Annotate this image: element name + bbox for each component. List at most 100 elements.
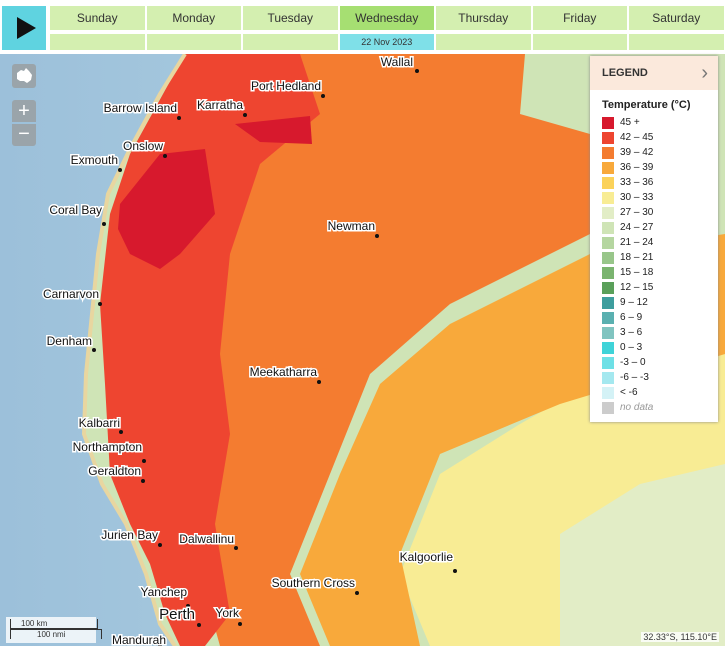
legend-item: 21 – 24 bbox=[590, 235, 718, 250]
town-label: Meekatharra bbox=[250, 365, 318, 379]
day-subtab: 22 Nov 2023 bbox=[339, 34, 434, 50]
day-subtab bbox=[532, 34, 627, 50]
legend-items: 45 + 42 – 45 39 – 42 36 – 39 33 – 36 30 – 33 2… bbox=[590, 115, 718, 415]
town-label: Kalbarri bbox=[79, 416, 120, 430]
legend-item: 18 – 21 bbox=[590, 250, 718, 265]
day-subtab bbox=[50, 34, 145, 50]
town-label: Jurien Bay bbox=[101, 528, 158, 542]
chevron: › bbox=[701, 62, 708, 84]
town-label: Denham bbox=[47, 334, 92, 348]
town-label: Carnarvon bbox=[43, 287, 99, 301]
legend-header-text: LEGEND bbox=[602, 67, 648, 79]
legend-item: 36 – 39 bbox=[590, 160, 718, 175]
town-label: Wallal bbox=[381, 55, 413, 69]
temperature-zone-45-plus bbox=[235, 116, 312, 144]
town-dot bbox=[119, 430, 123, 434]
legend-item: -6 – -3 bbox=[590, 370, 718, 385]
day-tab[interactable]: Sunday bbox=[50, 6, 145, 30]
legend-swatch bbox=[602, 386, 614, 399]
legend-label: 36 – 39 bbox=[620, 162, 654, 173]
town-label: Southern Cross bbox=[272, 576, 355, 590]
legend-item: no data bbox=[590, 400, 718, 415]
legend-swatch bbox=[602, 191, 614, 204]
legend-swatch bbox=[602, 221, 614, 234]
legend-item: 15 – 18 bbox=[590, 265, 718, 280]
legend-item: 33 – 36 bbox=[590, 175, 718, 190]
day-subtab bbox=[629, 34, 724, 50]
australia-icon bbox=[17, 68, 32, 83]
town-label: Newman bbox=[328, 219, 375, 233]
legend-item: 42 – 45 bbox=[590, 130, 718, 145]
town-dot bbox=[234, 546, 238, 550]
home-button[interactable] bbox=[12, 64, 36, 88]
town-label: Port Hedland bbox=[251, 79, 321, 93]
legend-swatch bbox=[602, 251, 614, 264]
day-tab[interactable]: Thursday bbox=[436, 6, 531, 30]
legend-panel: LEGEND › Temperature (°C) 45 + 42 – 45 39 –… bbox=[590, 56, 718, 422]
town-label: Kalgoorlie bbox=[400, 550, 454, 564]
scale-bar: 100 km 100 nmi bbox=[6, 617, 102, 643]
town-dot bbox=[158, 543, 162, 547]
town-dot bbox=[141, 479, 145, 483]
play-icon bbox=[17, 17, 36, 39]
legend-swatch bbox=[602, 311, 614, 324]
legend-label: 0 – 3 bbox=[620, 342, 643, 353]
town-label: Geraldton bbox=[88, 464, 141, 478]
legend-item: 24 – 27 bbox=[590, 220, 718, 235]
temperature-zone-39-42 bbox=[150, 54, 590, 646]
zoom-out[interactable]: − bbox=[12, 124, 36, 146]
day-subtab bbox=[436, 34, 531, 50]
day-tab[interactable]: Friday bbox=[532, 6, 627, 30]
town-dot bbox=[142, 459, 146, 463]
legend-label: 6 – 9 bbox=[620, 312, 643, 323]
legend-header[interactable]: LEGEND › bbox=[590, 56, 718, 90]
town-label: Perth bbox=[159, 606, 195, 623]
day-tab[interactable]: Monday bbox=[146, 6, 241, 30]
town-dot bbox=[197, 623, 201, 627]
legend-label: 21 – 24 bbox=[620, 237, 654, 248]
town-dot bbox=[321, 94, 325, 98]
legend-label: 42 – 45 bbox=[620, 132, 654, 143]
legend-item: 6 – 9 bbox=[590, 310, 718, 325]
legend-item: -3 – 0 bbox=[590, 355, 718, 370]
scale-km: 100 km bbox=[10, 619, 98, 629]
day-tab[interactable]: Tuesday bbox=[243, 6, 338, 30]
legend-item: 30 – 33 bbox=[590, 190, 718, 205]
legend-swatch bbox=[602, 146, 614, 159]
day-subtab bbox=[243, 34, 338, 50]
zoom-in[interactable]: + bbox=[12, 100, 36, 122]
legend-swatch bbox=[602, 356, 614, 369]
legend-swatch bbox=[602, 176, 614, 189]
legend-item: 0 – 3 bbox=[590, 340, 718, 355]
legend-label: 18 – 21 bbox=[620, 252, 654, 263]
town-dot bbox=[177, 116, 181, 120]
legend-swatch bbox=[602, 341, 614, 354]
town-dot bbox=[375, 234, 379, 238]
legend-swatch bbox=[602, 401, 614, 414]
play-button[interactable] bbox=[2, 6, 46, 50]
day-subtab bbox=[146, 34, 241, 50]
legend-swatch bbox=[602, 371, 614, 384]
town-dot bbox=[317, 380, 321, 384]
legend-label: 39 – 42 bbox=[620, 147, 654, 158]
temperature-zone-27-30 bbox=[560, 464, 725, 646]
town-dot bbox=[118, 168, 122, 172]
coordinates: 32.33°S, 115.10°E bbox=[641, 632, 719, 642]
day-tab[interactable]: Wednesday bbox=[339, 6, 434, 30]
day-tab[interactable]: Saturday bbox=[629, 6, 724, 30]
town-label: Dalwallinu bbox=[179, 532, 234, 546]
town-dot bbox=[415, 69, 419, 73]
legend-label: 30 – 33 bbox=[620, 192, 654, 203]
town-dot bbox=[243, 113, 247, 117]
legend-title: Temperature (°C) bbox=[602, 99, 691, 111]
legend-item: 39 – 42 bbox=[590, 145, 718, 160]
legend-label: < -6 bbox=[620, 387, 638, 398]
legend-item: 3 – 6 bbox=[590, 325, 718, 340]
town-dot bbox=[102, 222, 106, 226]
legend-swatch bbox=[602, 206, 614, 219]
coastline bbox=[81, 54, 187, 646]
town-label: Mandurah bbox=[112, 633, 166, 646]
legend-swatch bbox=[602, 116, 614, 129]
town-dot bbox=[186, 604, 190, 608]
